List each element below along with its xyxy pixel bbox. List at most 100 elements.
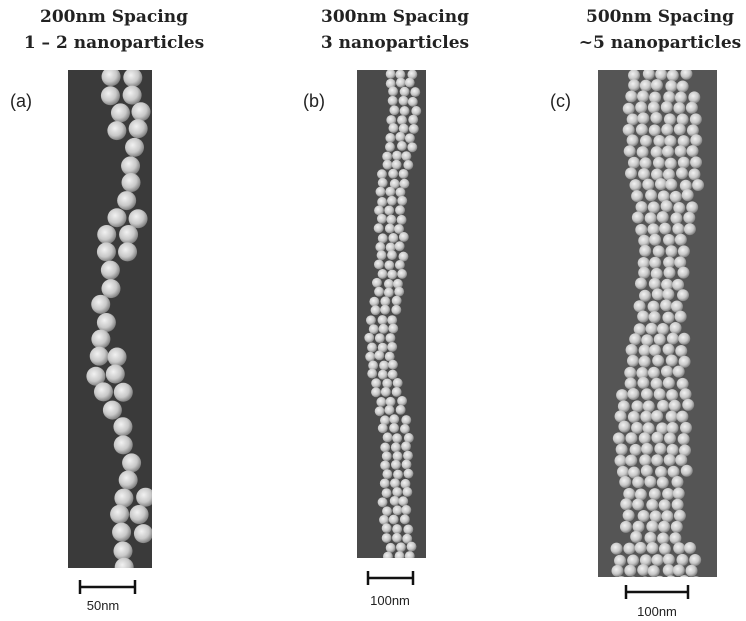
nanoparticle <box>665 158 677 170</box>
nanoparticle <box>97 313 116 332</box>
nanoparticle <box>672 279 684 291</box>
nanoparticle <box>619 476 631 488</box>
nanoparticle <box>653 157 665 169</box>
nanoparticle <box>375 406 385 416</box>
nanoparticle <box>627 577 639 589</box>
nanoparticle <box>382 451 392 461</box>
nanoparticle <box>633 521 645 533</box>
nanoparticle <box>628 79 640 91</box>
nanoparticle <box>391 442 401 452</box>
nanoparticle <box>385 133 395 143</box>
nanoparticle <box>678 157 690 169</box>
nanoparticle <box>651 554 663 566</box>
nanoparticle <box>411 106 421 116</box>
nanoparticle <box>379 324 389 334</box>
nanoparticle <box>640 80 652 92</box>
nanoparticle <box>386 333 396 343</box>
nanoparticle <box>648 367 660 379</box>
nanoparticle <box>663 554 675 566</box>
nanoparticle <box>662 312 674 324</box>
nanoparticle <box>387 342 397 352</box>
nanoparticle <box>686 565 698 577</box>
nanoparticle <box>675 145 687 157</box>
nanoparticle <box>627 134 639 146</box>
nanoparticle <box>620 498 632 510</box>
nanoparticle <box>388 86 398 96</box>
panel-subtitle: 1 – 2 nanoparticles <box>24 33 204 53</box>
nanoparticle <box>390 478 400 488</box>
nanoparticle <box>651 410 663 422</box>
scale-label: 50nm <box>87 598 120 613</box>
nanoparticle <box>380 478 390 488</box>
nanoparticle <box>687 145 699 157</box>
nanoparticle <box>625 90 637 102</box>
nanoparticle <box>635 101 647 113</box>
nanoparticle <box>667 333 679 345</box>
nanoparticle <box>637 377 649 389</box>
nanoparticle <box>378 370 388 380</box>
nanoparticle <box>632 499 644 511</box>
nanoparticle <box>125 138 144 157</box>
nanoparticle <box>662 58 674 70</box>
nanoparticle <box>671 476 683 488</box>
nanoparticle <box>639 356 651 368</box>
nanoparticle <box>399 232 409 242</box>
nanoparticle <box>382 378 392 388</box>
nanoparticle <box>400 106 410 116</box>
nanoparticle <box>623 103 635 115</box>
nanoparticle <box>396 405 406 415</box>
nanoparticle <box>113 417 132 436</box>
nanoparticle <box>651 378 663 390</box>
nanoparticle <box>371 378 381 388</box>
nanoparticle <box>669 400 681 412</box>
nanoparticle <box>675 234 687 246</box>
nanoparticle <box>659 223 671 235</box>
nanoparticle <box>663 256 675 268</box>
nanoparticle <box>396 78 406 88</box>
nanoparticle <box>650 112 662 124</box>
nanoparticle <box>407 542 417 552</box>
nanoparticle <box>101 279 120 298</box>
nanoparticle <box>378 315 388 325</box>
nanoparticle <box>114 489 133 508</box>
nanoparticle <box>395 187 405 197</box>
nanoparticle <box>611 543 623 555</box>
nanoparticle <box>618 421 630 433</box>
nanoparticle <box>387 196 397 206</box>
nanoparticle <box>684 542 696 554</box>
nanoparticle <box>404 469 414 479</box>
nanoparticle <box>654 576 666 588</box>
nanoparticle <box>664 454 676 466</box>
nanoparticle <box>663 169 675 181</box>
nanoparticle <box>389 123 399 133</box>
nanoparticle <box>394 287 404 297</box>
nanoparticle <box>101 52 120 71</box>
nanoparticle <box>640 135 652 147</box>
nanoparticle <box>614 555 626 567</box>
nanoparticle <box>640 157 652 169</box>
nanoparticle <box>649 488 661 500</box>
nanoparticle <box>636 201 648 213</box>
nanoparticle <box>673 366 685 378</box>
nanoparticle <box>661 510 673 522</box>
nanoparticle <box>683 212 695 224</box>
nanoparticle <box>646 323 658 335</box>
nanoparticle <box>397 196 407 206</box>
nanoparticle <box>638 267 650 279</box>
nanoparticle <box>110 505 129 524</box>
nanoparticle <box>399 96 409 106</box>
nanoparticle <box>396 542 406 552</box>
nanoparticle <box>378 269 388 279</box>
nanoparticle <box>378 423 388 433</box>
nanoparticle <box>625 432 637 444</box>
nanoparticle <box>623 543 635 555</box>
nanoparticle <box>136 488 155 507</box>
nanoparticle <box>380 442 390 452</box>
panel-label: (c) <box>550 91 571 111</box>
nanoparticle <box>674 256 686 268</box>
nanoparticle <box>675 454 687 466</box>
nanoparticle <box>637 90 649 102</box>
nanoparticle <box>374 287 384 297</box>
nanoparticle <box>676 167 688 179</box>
nanoparticle <box>623 509 635 521</box>
